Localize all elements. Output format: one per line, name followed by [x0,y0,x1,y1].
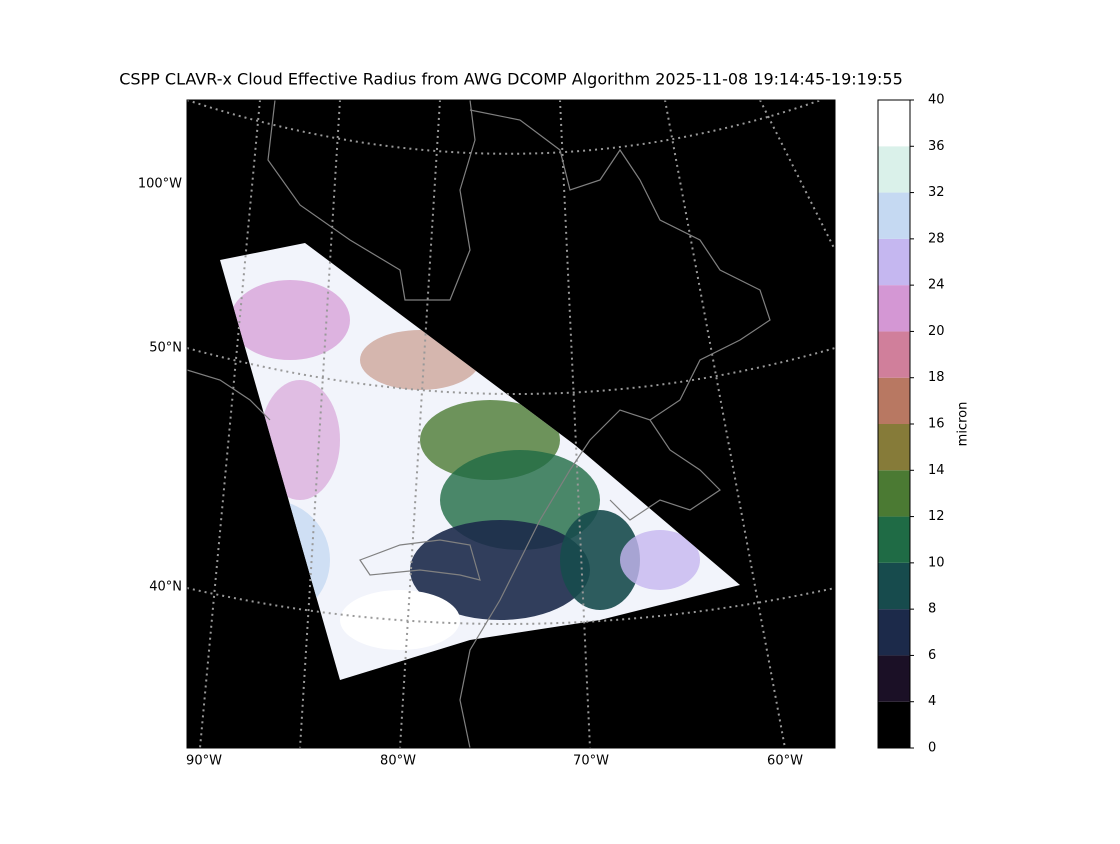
colorbar-tick-label: 6 [928,648,936,663]
graticule [187,100,835,748]
colorbar-segment [878,516,910,563]
colorbar-tick-label: 24 [928,278,945,293]
colorbar-tick-label: 40 [928,93,945,108]
colorbar-tick-label: 14 [928,463,945,478]
colorbar-tick-label: 0 [928,741,936,756]
lon-label: 80°W [380,754,416,769]
lat-label: 50°N [149,341,182,356]
colorbar-tick-label: 16 [928,417,945,432]
colorbar-tick-label: 18 [928,370,945,385]
colorbar-segment [878,285,910,332]
colorbar-segment [878,470,910,517]
colorbar-segment [878,100,910,147]
lat-label: 40°N [149,580,182,595]
colorbar-segment [878,655,910,702]
colorbar-tick-label: 12 [928,509,945,524]
colorbar-tick-label: 36 [928,139,945,154]
lon-label: 60°W [767,754,803,769]
colorbar-tick-label: 20 [928,324,945,339]
colorbar-label: micron [956,402,971,447]
lon-label: 70°W [573,754,609,769]
colorbar-segment [878,701,910,748]
colorbar-segment [878,238,910,286]
colorbar-tick-label: 4 [928,694,936,709]
colorbar: 0 4 6 8 10 12 14 16 18 20 24 28 32 36 40 [877,93,945,756]
colorbar-tick-label: 32 [928,185,945,200]
colorbar-segment [878,424,910,471]
colorbar-segment [878,609,910,656]
colorbar-tick-label: 10 [928,555,945,570]
colorbar-segment [878,192,910,239]
map-frame [186,99,836,749]
colorbar-tick-label: 28 [928,231,945,246]
lon-label: 90°W [186,754,222,769]
colorbar-segment [878,146,910,193]
colorbar-segment [878,562,910,610]
colorbar-segment [878,331,910,378]
colorbar-segment [878,377,910,424]
colorbar-tick-label: 8 [928,602,936,617]
coastlines [187,100,771,748]
title: CSPP CLAVR-x Cloud Effective Radius from… [119,70,903,89]
lat-label: 100°W [138,177,182,192]
